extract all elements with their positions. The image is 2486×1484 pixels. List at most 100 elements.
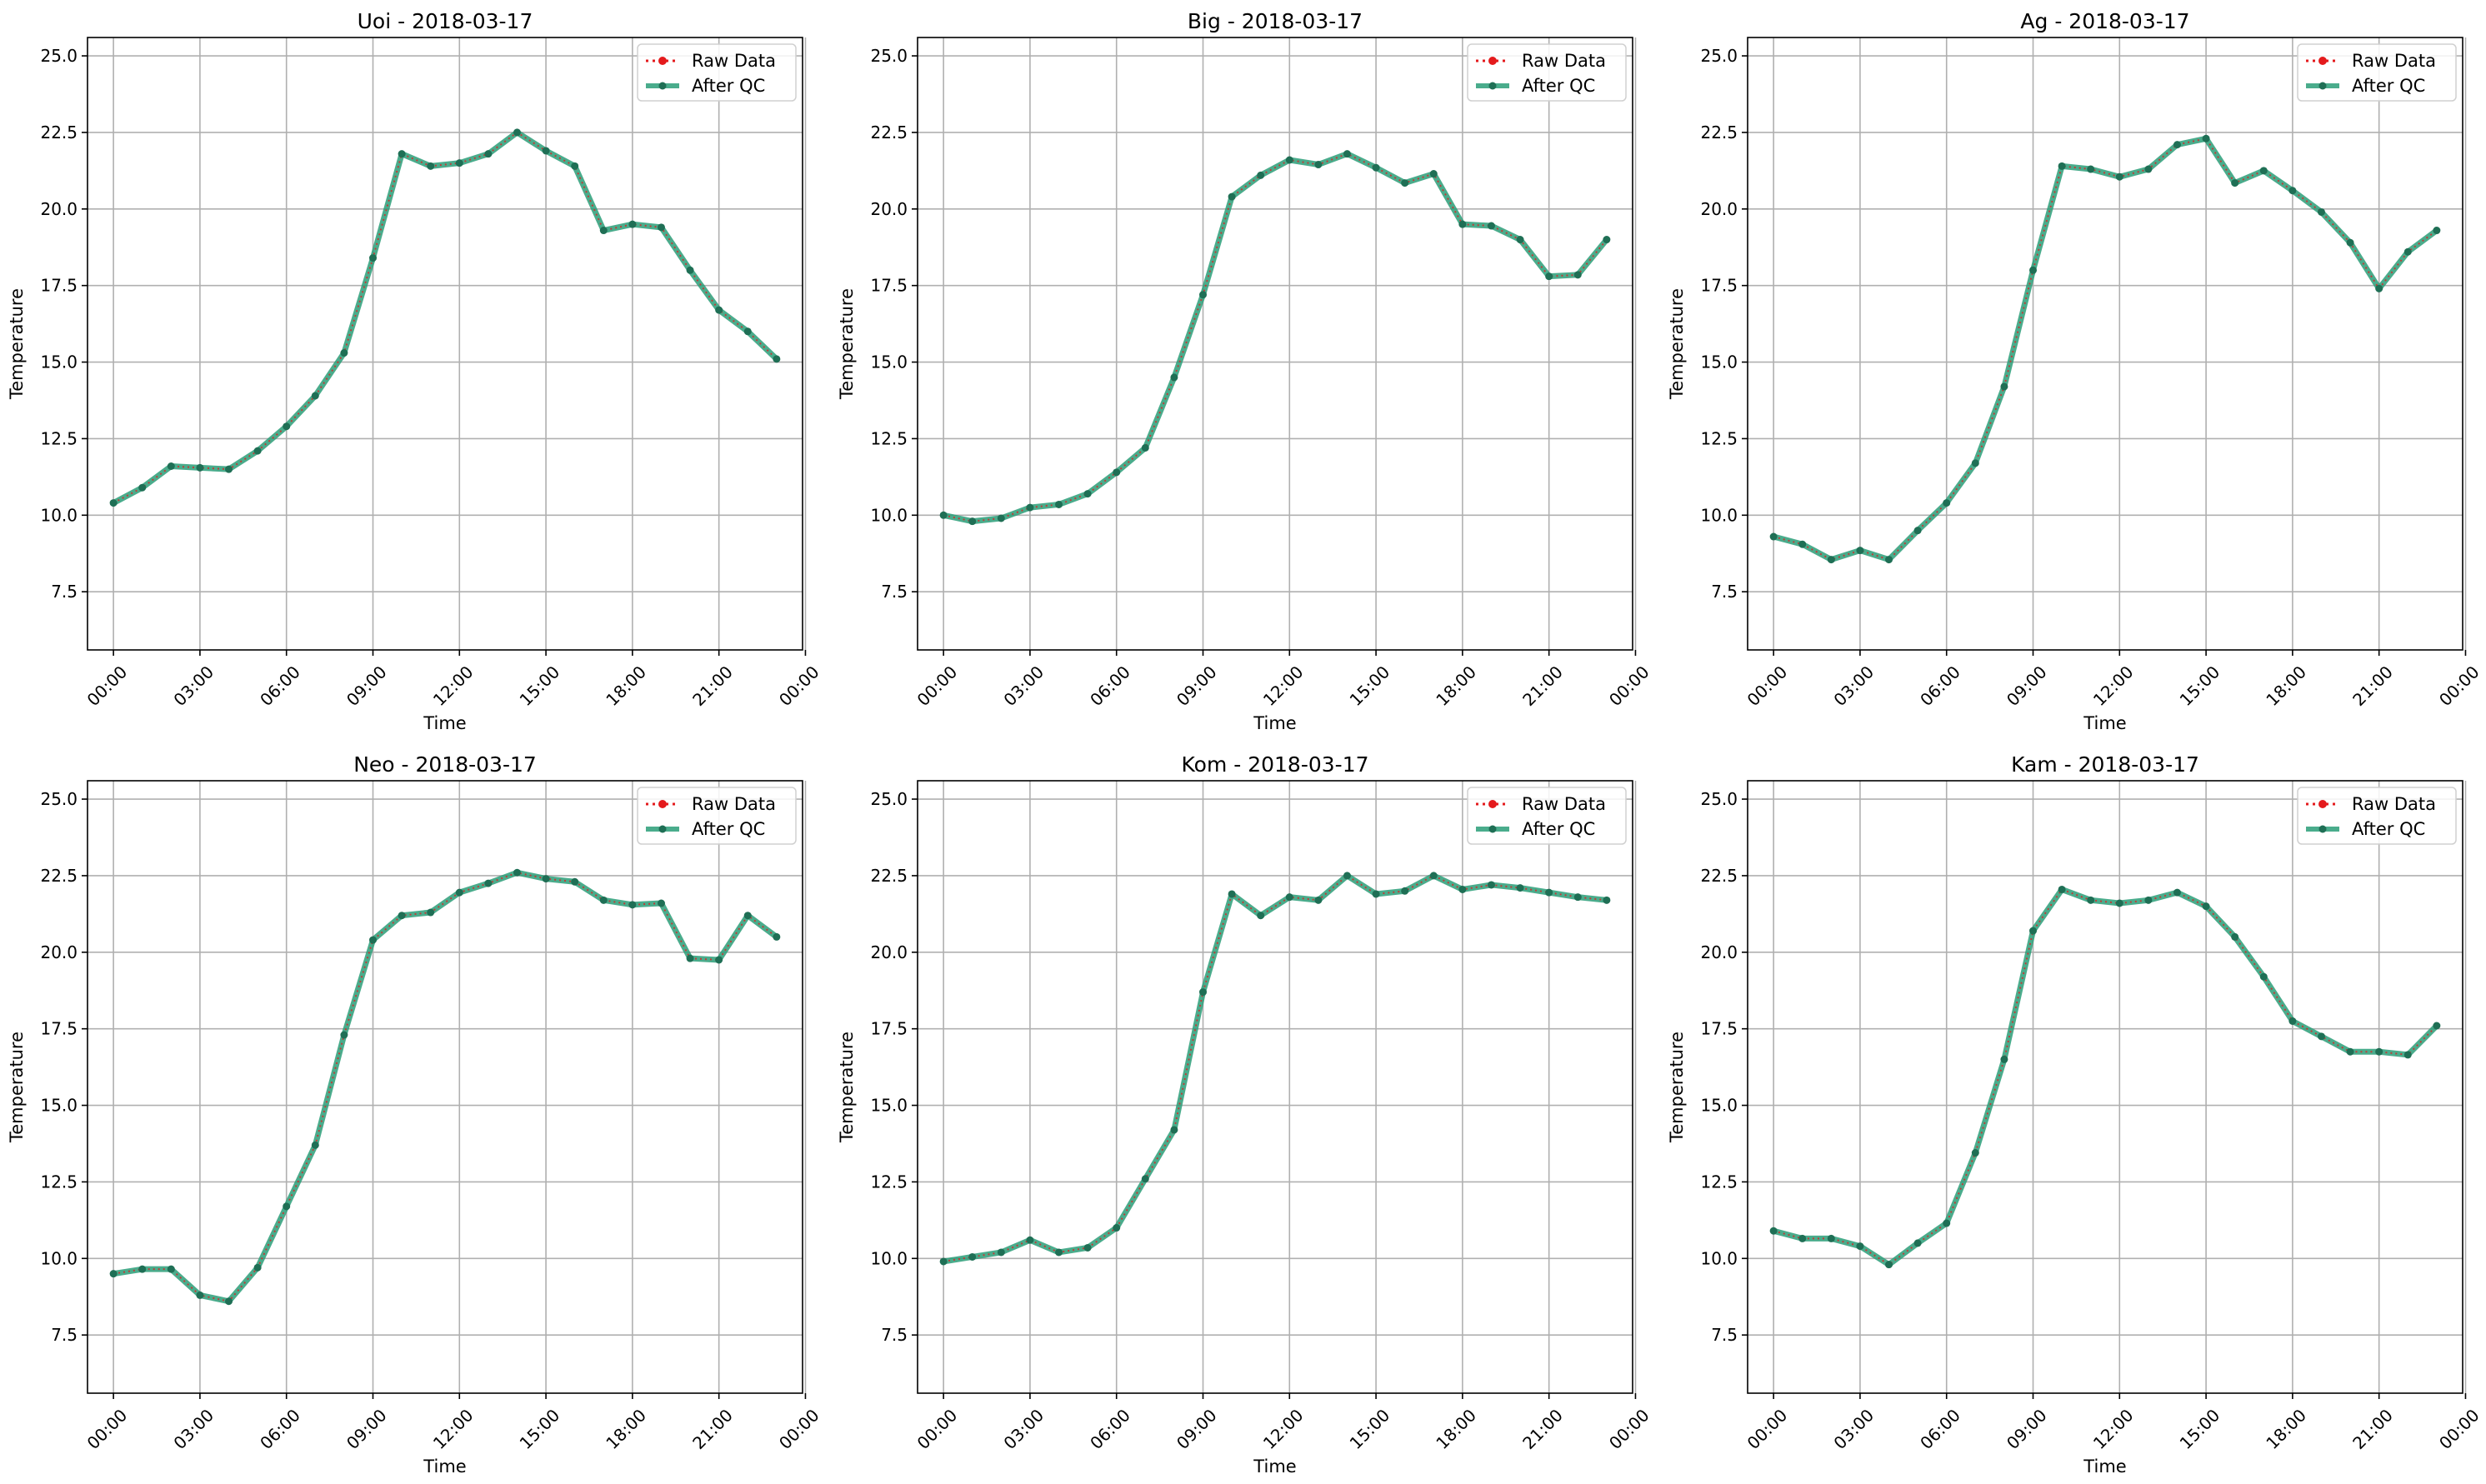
chart-panel-1: 7.5 10.0 12.5 15.0 17.5 20.0 22.5 25.0 00:00 03:0… — [7, 9, 823, 733]
chart-title: Ag - 2018-03-17 — [2020, 9, 2189, 33]
data-point — [1798, 540, 1807, 548]
data-point — [2346, 238, 2354, 247]
data-point — [628, 220, 637, 228]
data-point — [2317, 1032, 2325, 1041]
y-tick-label: 20.0 — [870, 942, 908, 962]
data-point — [1458, 220, 1467, 228]
data-point — [167, 1265, 175, 1273]
data-point — [1769, 532, 1778, 541]
data-point — [2115, 899, 2123, 907]
y-tick-label: 15.0 — [40, 352, 78, 372]
data-point — [1798, 1234, 1807, 1242]
x-tick-label: 06:00 — [1086, 1405, 1134, 1453]
x-tick-label: 03:00 — [1829, 1405, 1878, 1453]
x-axis-label: Time — [2083, 1457, 2126, 1477]
series-line-after-qc — [1773, 135, 2438, 563]
y-tick-label: 22.5 — [40, 122, 78, 142]
data-point — [2029, 927, 2038, 935]
y-tick-label: 22.5 — [870, 866, 908, 886]
data-point — [1827, 1234, 1835, 1242]
x-axis-label: Time — [1253, 713, 1296, 733]
data-point — [2403, 1051, 2412, 1059]
x-axis-label: Time — [2083, 713, 2126, 733]
x-tick-label: 12:00 — [1259, 662, 1308, 710]
data-point — [1429, 170, 1438, 178]
y-tick-label: 10.0 — [1700, 505, 1738, 525]
data-point — [2115, 172, 2123, 181]
data-point — [1257, 171, 1265, 179]
data-point — [2231, 179, 2239, 187]
x-tick-label: 21:00 — [1518, 662, 1567, 710]
x-tick-label: 18:00 — [602, 1405, 650, 1453]
data-point — [1885, 556, 1893, 564]
data-point — [1603, 896, 1611, 904]
legend: Raw Data After QC — [1467, 787, 1627, 845]
data-point — [939, 1257, 948, 1266]
data-point — [542, 875, 550, 883]
data-point — [1545, 888, 1553, 897]
y-tick-label: 15.0 — [1700, 1096, 1738, 1116]
y-tick-label: 17.5 — [870, 1019, 908, 1039]
legend: Raw Data After QC — [1467, 43, 1627, 102]
data-point — [1943, 499, 1951, 507]
data-point — [1573, 893, 1582, 902]
y-tick-label: 17.5 — [40, 276, 78, 296]
y-tick-label: 12.5 — [1700, 428, 1738, 448]
data-point — [1026, 1236, 1034, 1244]
legend-label-after-qc: After QC — [2352, 76, 2425, 96]
data-point — [1170, 373, 1178, 382]
data-point — [2029, 266, 2038, 274]
data-point — [2173, 888, 2181, 897]
y-tick-label: 10.0 — [870, 1248, 908, 1268]
x-tick-label: 00:00 — [913, 1405, 962, 1453]
x-tick-label: 06:00 — [256, 1405, 304, 1453]
data-point — [1228, 890, 1236, 898]
y-tick-label: 22.5 — [870, 122, 908, 142]
chart-panel-4: 7.5 10.0 12.5 15.0 17.5 20.0 22.5 25.0 00:00 03:0… — [7, 752, 823, 1477]
y-tick-label: 25.0 — [1700, 46, 1738, 66]
data-point — [1113, 468, 1121, 477]
data-point — [167, 462, 175, 470]
legend-label-raw-data: Raw Data — [692, 51, 776, 71]
data-point — [2202, 902, 2210, 911]
x-tick-label: 09:00 — [1173, 662, 1221, 710]
y-tick-label: 12.5 — [870, 1172, 908, 1192]
legend: Raw Data After QC — [2297, 43, 2457, 102]
data-point — [657, 899, 665, 907]
data-point — [1516, 236, 1524, 244]
y-tick-label: 7.5 — [1711, 1325, 1738, 1345]
series-line-after-qc — [1773, 886, 2439, 1268]
chart-title: Kam - 2018-03-17 — [2011, 752, 2199, 777]
data-point — [369, 254, 378, 262]
data-point — [2231, 932, 2239, 941]
data-point — [542, 147, 550, 155]
legend-label-raw-data: Raw Data — [2352, 794, 2436, 814]
x-tick-label: 21:00 — [688, 662, 737, 710]
data-point — [138, 483, 147, 492]
data-point — [628, 901, 637, 909]
chart-title: Uoi - 2018-03-17 — [358, 9, 533, 33]
x-tick-label: 09:00 — [2003, 662, 2051, 710]
y-tick-label: 25.0 — [870, 789, 908, 809]
data-point — [196, 1291, 204, 1299]
data-point — [1401, 887, 1409, 895]
legend-label-after-qc: After QC — [1522, 76, 1595, 96]
series-line-after-qc — [113, 869, 778, 1305]
x-axis-label: Time — [423, 1457, 466, 1477]
data-point — [2202, 134, 2210, 142]
plot-frame — [917, 780, 1633, 1394]
data-point — [138, 1265, 147, 1273]
legend-label-after-qc: After QC — [1522, 819, 1595, 839]
data-point — [1573, 271, 1582, 279]
y-tick-label: 12.5 — [40, 1172, 78, 1192]
data-point — [1769, 1227, 1778, 1235]
data-point — [196, 463, 204, 472]
data-point — [1545, 272, 1553, 281]
chart-title: Neo - 2018-03-17 — [353, 752, 537, 777]
x-tick-label: 18:00 — [1432, 662, 1480, 710]
data-point — [657, 223, 665, 232]
data-point — [743, 912, 752, 920]
data-point — [225, 465, 233, 473]
data-point — [1199, 988, 1208, 997]
data-point — [1516, 884, 1524, 892]
